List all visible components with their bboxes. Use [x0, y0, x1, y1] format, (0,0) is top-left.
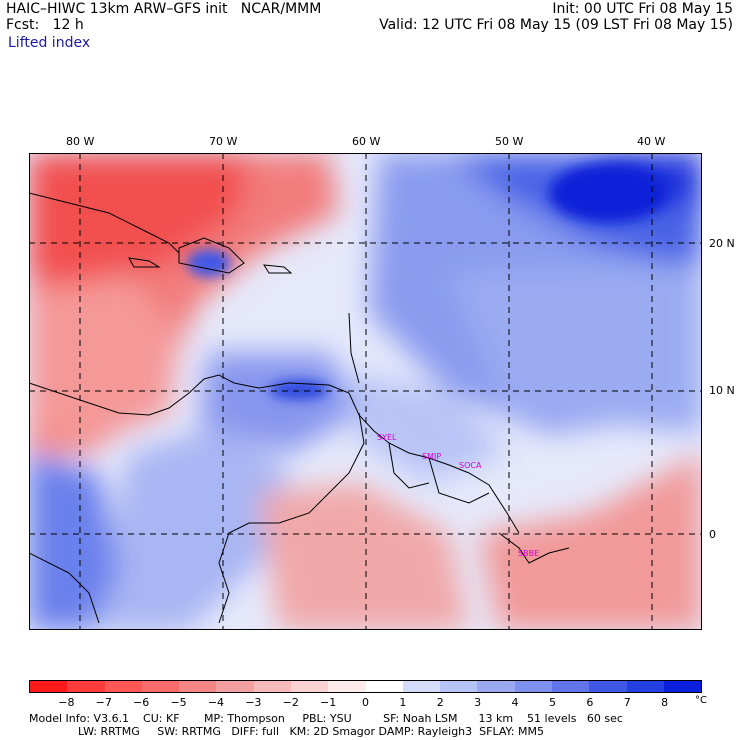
colorbar-cell	[477, 681, 515, 692]
colorbar-unit: °C	[695, 695, 707, 706]
site-label-soca: SOCA	[459, 461, 482, 470]
colorbar-cell	[514, 681, 552, 692]
lon-label-50w: 50 W	[495, 135, 524, 148]
colorbar-tick-label: 2	[436, 696, 444, 709]
map-frame	[29, 153, 702, 630]
colorbar-tick-label: 3	[474, 696, 482, 709]
model-info-line2: LW: RRTMG SW: RRTMG DIFF: full KM: 2D Sm…	[29, 725, 544, 738]
colorbar-cell	[551, 681, 590, 692]
model-info-line1: Model Info: V3.6.1 CU: KF MP: Thompson P…	[29, 712, 623, 725]
lifted-index-field	[29, 153, 702, 630]
lat-label-20n: 20 N	[709, 237, 735, 250]
colorbar-tick-label: −4	[207, 696, 225, 709]
colorbar-cell	[104, 681, 142, 692]
colorbar-tick-label: 6	[586, 696, 594, 709]
colorbar-tick-label: −3	[245, 696, 262, 709]
lon-label-80w: 80 W	[66, 135, 95, 148]
coastlines	[29, 192, 570, 624]
lat-label-10n: 10 N	[709, 384, 735, 397]
colorbar-cell	[253, 681, 291, 692]
lat-lon-grid	[29, 153, 702, 630]
colorbar-cell	[30, 681, 68, 692]
init-time: Init: 00 UTC Fri 08 May 15	[552, 1, 733, 17]
colorbar-cell	[365, 681, 403, 692]
colorbar-tick-label: −6	[133, 696, 150, 709]
variable-name: Lifted index	[8, 35, 91, 51]
lat-label-0: 0	[709, 528, 716, 541]
colorbar-tick-label: −7	[95, 696, 112, 709]
colorbar-cell	[67, 681, 105, 692]
lon-label-60w: 60 W	[352, 135, 381, 148]
colorbar-cell	[179, 681, 217, 692]
colorbar-tick-label: 8	[661, 696, 669, 709]
valid-time: Valid: 12 UTC Fri 08 May 15 (09 LST Fri …	[379, 17, 733, 33]
lon-label-40w: 40 W	[637, 135, 666, 148]
colorbar	[29, 680, 702, 693]
colorbar-tick-label: 5	[548, 696, 556, 709]
site-label-sbbe: SBBE	[518, 549, 540, 558]
colorbar-tick-label: −5	[170, 696, 187, 709]
forecast-hour: Fcst: 12 h	[6, 17, 84, 33]
colorbar-cell	[328, 681, 366, 692]
lifted-index-map	[29, 153, 702, 630]
colorbar-tick-label: −1	[320, 696, 337, 709]
site-label-smjp: SMJP	[422, 452, 442, 461]
site-label-syel: SYEL	[377, 433, 397, 442]
lon-label-70w: 70 W	[209, 135, 238, 148]
colorbar-cell	[626, 681, 664, 692]
colorbar-cell	[290, 681, 329, 692]
colorbar-tick-label: 0	[362, 696, 369, 709]
colorbar-tick-label: 4	[511, 696, 519, 709]
model-title: HAIC–HIWC 13km ARW–GFS init NCAR/MMM	[6, 1, 322, 17]
colorbar-tick-label: −2	[282, 696, 299, 709]
colorbar-tick-label: 7	[623, 696, 631, 709]
colorbar-cell	[216, 681, 254, 692]
colorbar-tick-label: −8	[58, 696, 75, 709]
colorbar-cell	[589, 681, 627, 692]
colorbar-cell	[141, 681, 180, 692]
colorbar-tick-label: 1	[399, 696, 407, 709]
colorbar-cell	[663, 681, 702, 692]
colorbar-cell	[440, 681, 478, 692]
colorbar-cell	[402, 681, 441, 692]
